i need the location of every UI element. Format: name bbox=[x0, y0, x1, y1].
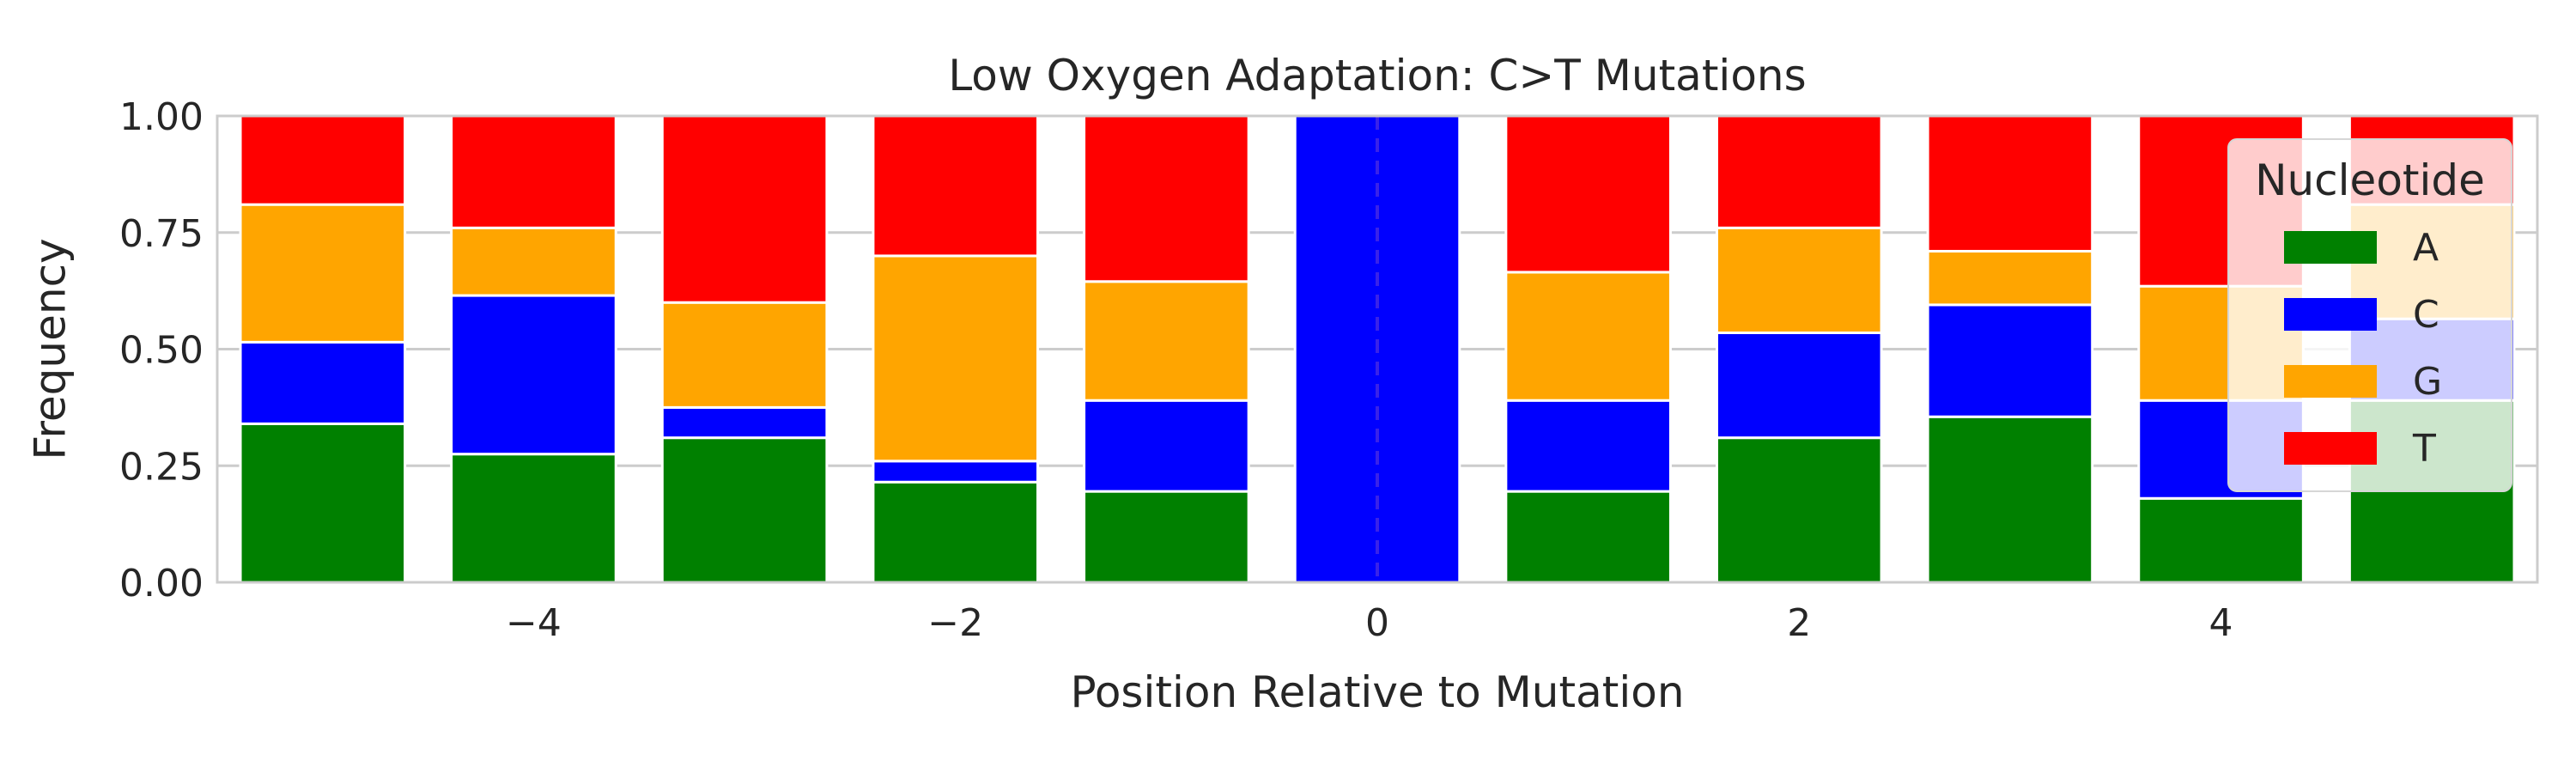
bar-segment-A-pos--1 bbox=[1083, 490, 1250, 584]
bar-segment-G-pos-3 bbox=[1926, 249, 2094, 307]
bar-segment-G-pos--4 bbox=[450, 226, 617, 297]
bar-segment-T-pos--5 bbox=[239, 114, 407, 206]
x-tick-label: −2 bbox=[927, 601, 983, 645]
x-tick-label: −4 bbox=[506, 601, 562, 645]
legend-title: Nucleotide bbox=[2255, 155, 2485, 205]
bar-segment-T-pos--3 bbox=[660, 114, 829, 304]
legend-swatch-C bbox=[2284, 298, 2377, 331]
bar-segment-C-pos--1 bbox=[1083, 399, 1250, 493]
bar-segment-C-pos--4 bbox=[450, 294, 617, 456]
bar-segment-A-pos--4 bbox=[450, 453, 617, 584]
bar-segment-A-pos--3 bbox=[660, 436, 829, 584]
x-tick-label: 0 bbox=[1365, 601, 1389, 645]
y-tick-label: 0.25 bbox=[119, 445, 204, 489]
legend-label-T: T bbox=[2412, 427, 2436, 471]
bar-segment-T-pos-3 bbox=[1926, 114, 2094, 253]
y-tick-label: 0.50 bbox=[119, 329, 204, 373]
x-tick-label: 4 bbox=[2209, 601, 2233, 645]
y-tick-labels: 0.00 0.25 0.50 0.75 1.00 bbox=[119, 95, 204, 606]
bar-segment-T-pos--1 bbox=[1083, 114, 1250, 283]
bar-segment-C-pos-3 bbox=[1926, 303, 2094, 418]
legend-swatch-T bbox=[2284, 432, 2377, 465]
legend-label-C: C bbox=[2413, 293, 2439, 337]
y-tick-label: 1.00 bbox=[119, 95, 204, 139]
bar-segment-G-pos-2 bbox=[1715, 226, 1883, 334]
bar-segment-G-pos--1 bbox=[1083, 280, 1250, 402]
plot-frame bbox=[216, 114, 2539, 584]
bar-segment-C-pos--2 bbox=[872, 460, 1040, 484]
chart-title: Low Oxygen Adaptation: C>T Mutations bbox=[948, 51, 1806, 100]
x-tick-label: 2 bbox=[1787, 601, 1811, 645]
bar-segment-A-pos-2 bbox=[1715, 436, 1883, 584]
y-axis-title: Frequency bbox=[26, 238, 76, 460]
bar-segment-G-pos-1 bbox=[1504, 271, 1672, 402]
bar-segment-G-pos--2 bbox=[872, 254, 1040, 463]
bar-segment-T-pos--2 bbox=[872, 114, 1040, 258]
legend-label-A: A bbox=[2413, 226, 2439, 270]
bar-segment-C-pos--5 bbox=[239, 340, 407, 425]
x-tick-labels: −4 −2 0 2 4 bbox=[506, 601, 2233, 645]
bar-segment-A-pos--5 bbox=[239, 422, 407, 584]
bar-segment-T-pos-1 bbox=[1504, 114, 1672, 274]
bar-segment-C-pos--3 bbox=[660, 405, 829, 440]
bar-segment-C-pos-1 bbox=[1504, 399, 1672, 493]
y-tick-label: 0.75 bbox=[119, 212, 204, 256]
legend-swatch-G bbox=[2284, 365, 2377, 398]
bar-segment-A-pos-3 bbox=[1926, 415, 2094, 584]
bar-segment-A-pos--2 bbox=[872, 480, 1040, 584]
bar-segment-C-pos-2 bbox=[1715, 331, 1883, 440]
bar-segment-T-pos--4 bbox=[450, 114, 617, 229]
bar-segment-A-pos-1 bbox=[1504, 490, 1672, 584]
bar-segment-G-pos--5 bbox=[239, 203, 407, 344]
y-tick-label: 0.00 bbox=[119, 562, 204, 606]
legend-swatch-A bbox=[2284, 231, 2377, 264]
x-axis-title: Position Relative to Mutation bbox=[1070, 667, 1684, 717]
bar-segment-G-pos--3 bbox=[660, 301, 829, 409]
bar-segment-T-pos-2 bbox=[1715, 114, 1883, 229]
legend-label-G: G bbox=[2413, 360, 2442, 404]
bar-segment-A-pos-4 bbox=[2137, 496, 2305, 584]
